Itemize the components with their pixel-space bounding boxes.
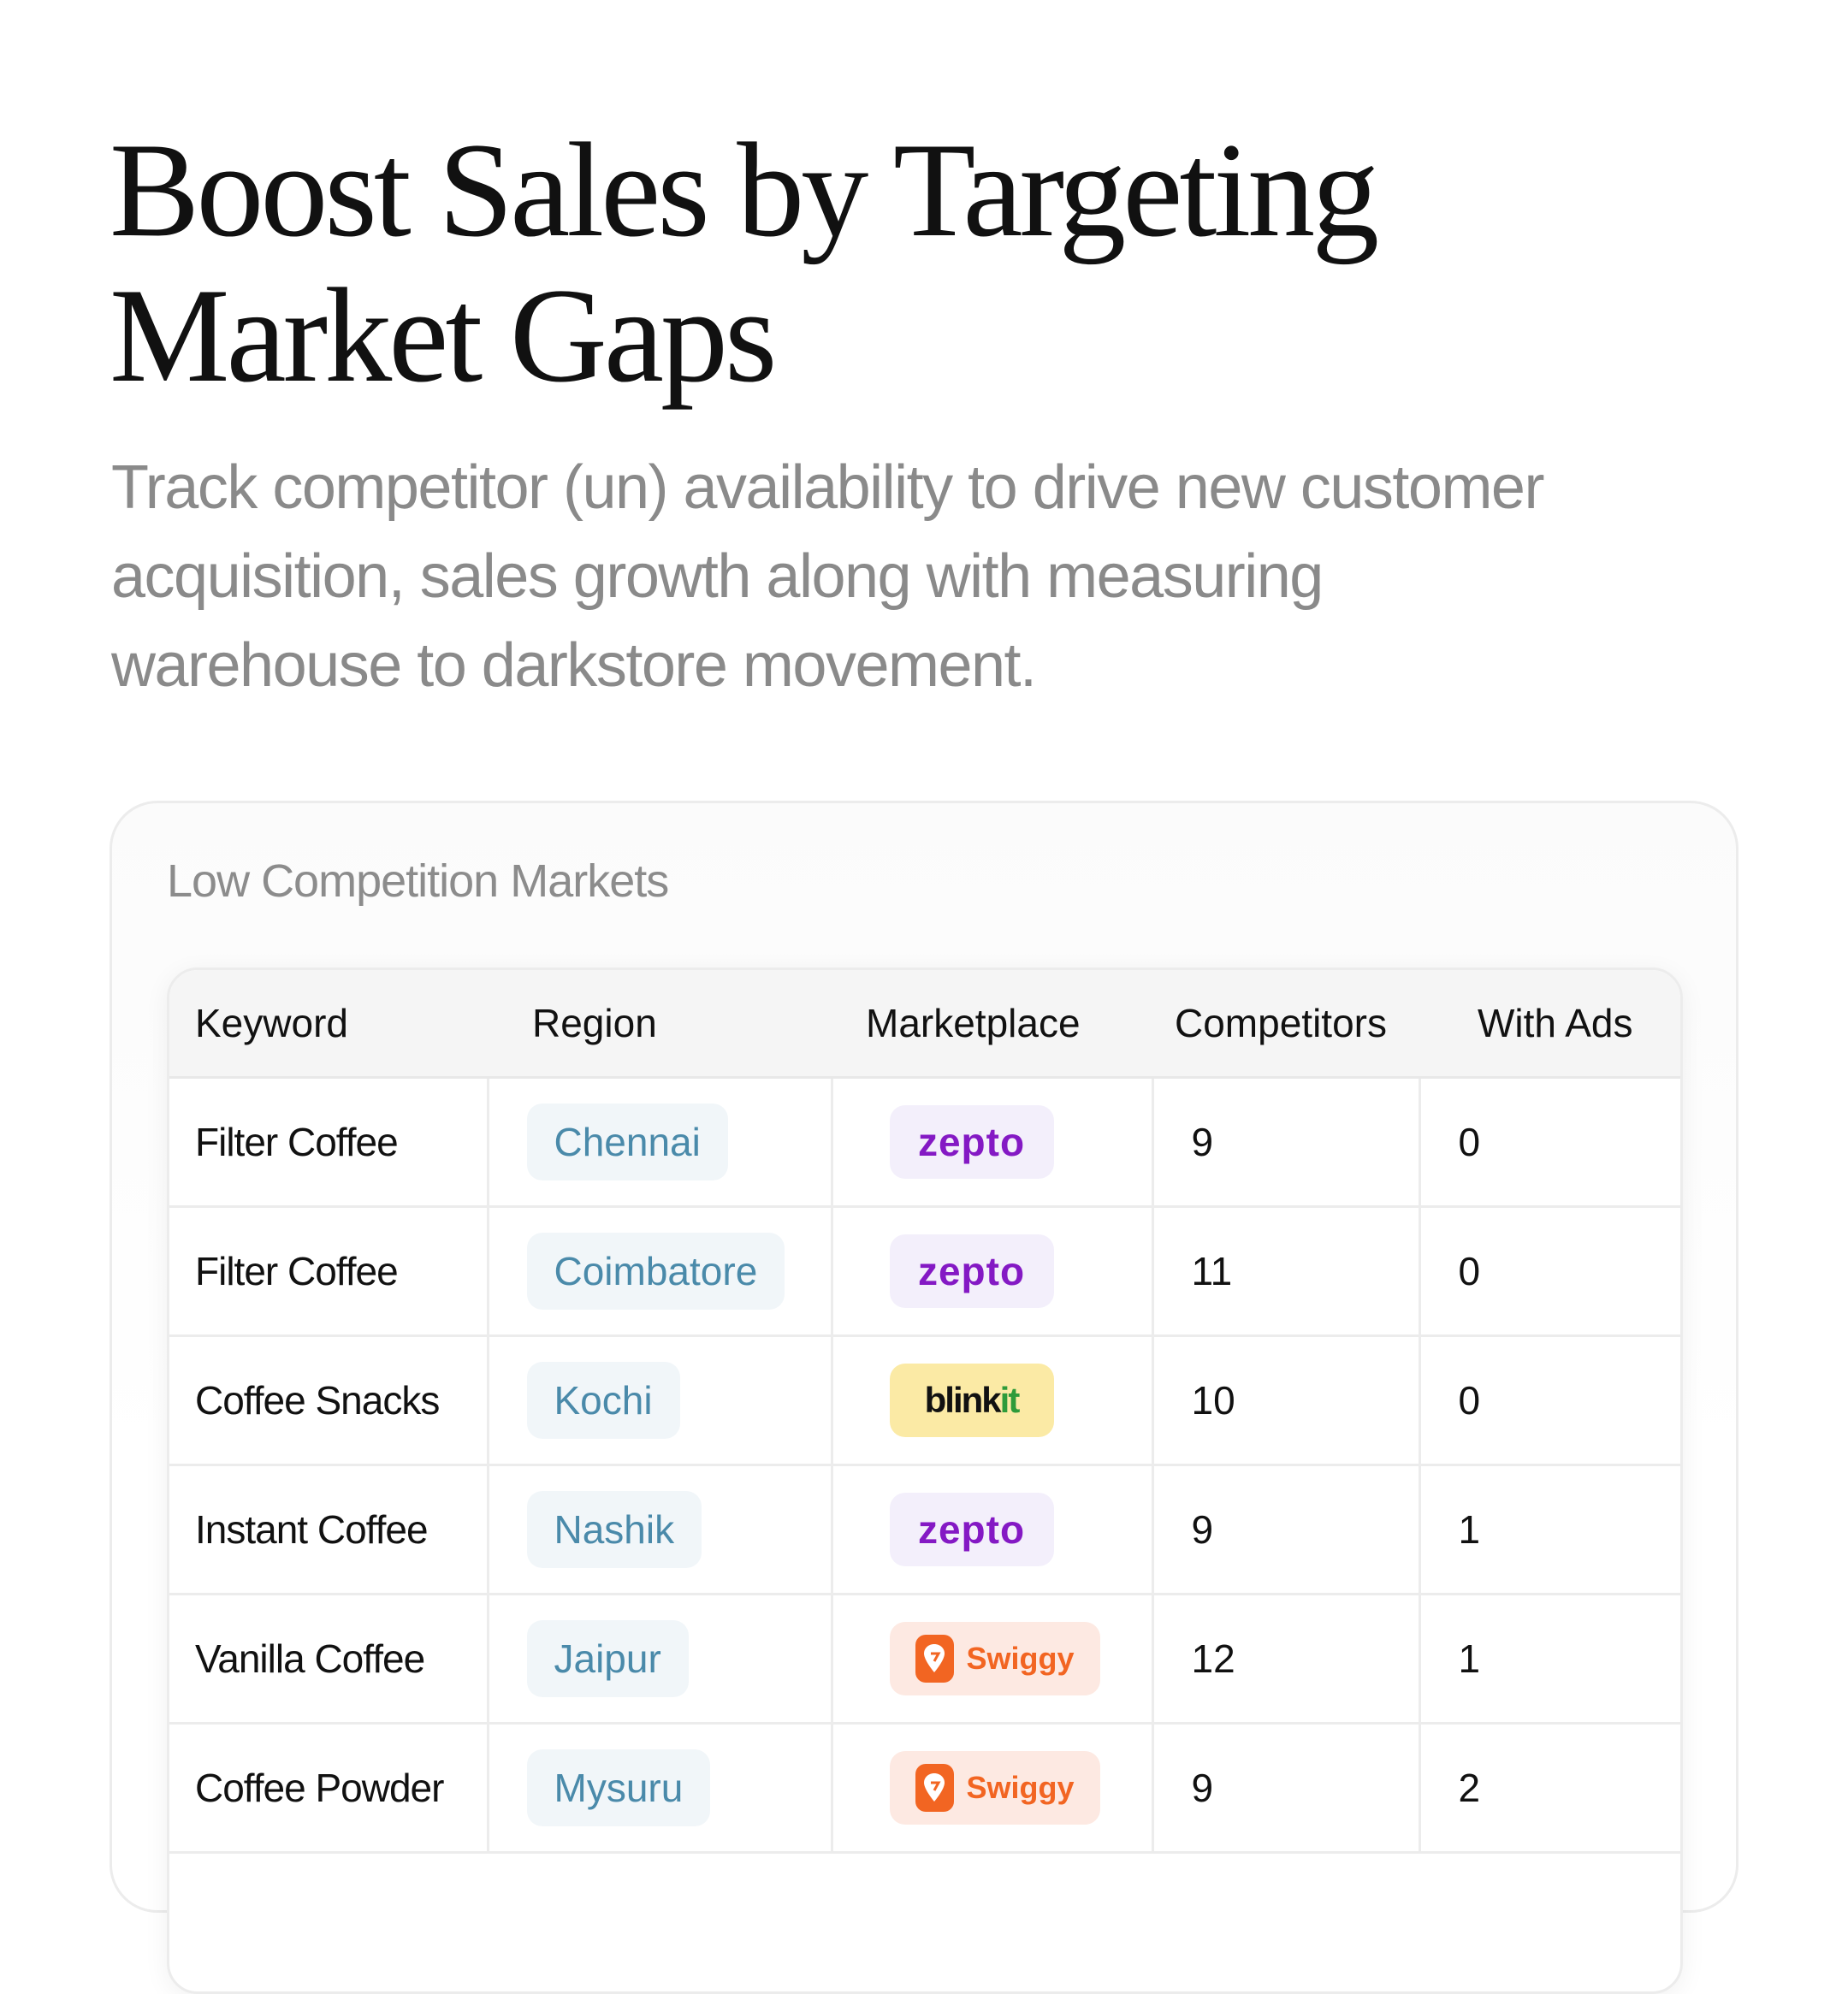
header-region: Region xyxy=(488,970,832,1079)
marketplace-cell: blink it xyxy=(832,1335,1154,1466)
header-with-ads: With Ads xyxy=(1419,970,1680,1079)
with-ads-cell: 1 xyxy=(1419,1464,1680,1595)
swiggy-badge: Swiggy xyxy=(889,1751,1100,1825)
keyword-cell: Instant Coffee xyxy=(169,1464,489,1595)
header-marketplace: Marketplace xyxy=(832,970,1152,1079)
region-badge: Kochi xyxy=(526,1362,680,1439)
keyword-cell: Filter Coffee xyxy=(169,1077,489,1208)
competitors-cell: 9 xyxy=(1152,1077,1421,1208)
region-badge: Jaipur xyxy=(526,1620,689,1697)
blinkit-badge: blink it xyxy=(889,1364,1054,1437)
swiggy-logo-icon xyxy=(915,1764,955,1812)
page-subtitle: Track competitor (un) availability to dr… xyxy=(111,443,1737,710)
marketplace-cell: Swiggy xyxy=(832,1723,1154,1854)
markets-table: Keyword Region Marketplace Competitors W… xyxy=(169,970,1680,1854)
region-cell: Kochi xyxy=(488,1335,833,1466)
table-header-row: Keyword Region Marketplace Competitors W… xyxy=(169,970,1680,1079)
low-competition-card: Low Competition Markets Keyword Region M… xyxy=(110,801,1738,1994)
headline-line-2: Market Gaps xyxy=(110,261,777,411)
subtitle-line-2: acquisition, sales growth along with mea… xyxy=(111,542,1324,611)
zepto-badge: zepto xyxy=(889,1105,1054,1179)
keyword-cell: Filter Coffee xyxy=(169,1206,489,1337)
subtitle-line-3: warehouse to darkstore movement. xyxy=(111,631,1037,700)
competitors-cell: 9 xyxy=(1152,1464,1421,1595)
keyword-cell: Coffee Snacks xyxy=(169,1335,489,1466)
competitors-cell: 9 xyxy=(1152,1723,1421,1854)
region-cell: Mysuru xyxy=(488,1723,833,1854)
region-cell: Jaipur xyxy=(488,1594,833,1725)
with-ads-cell: 0 xyxy=(1419,1335,1680,1466)
marketplace-cell: Swiggy xyxy=(832,1594,1154,1725)
with-ads-cell: 1 xyxy=(1419,1594,1680,1725)
blinkit-wordmark-b: it xyxy=(999,1380,1021,1420)
region-badge: Coimbatore xyxy=(526,1233,785,1310)
swiggy-wordmark: Swiggy xyxy=(966,1770,1075,1805)
subtitle-line-1: Track competitor (un) availability to dr… xyxy=(111,453,1544,522)
region-cell: Coimbatore xyxy=(488,1206,833,1337)
marketplace-cell: zepto xyxy=(832,1077,1154,1208)
swiggy-wordmark: Swiggy xyxy=(966,1641,1075,1676)
marketplace-cell: zepto xyxy=(832,1206,1154,1337)
with-ads-cell: 2 xyxy=(1419,1723,1680,1854)
markets-table-container: Keyword Region Marketplace Competitors W… xyxy=(167,967,1683,1994)
table-row[interactable]: Filter Coffee Coimbatore zepto 11 0 xyxy=(169,1206,1680,1337)
keyword-cell: Coffee Powder xyxy=(169,1723,489,1854)
swiggy-logo-icon xyxy=(915,1635,955,1683)
keyword-cell: Vanilla Coffee xyxy=(169,1594,489,1725)
blinkit-wordmark-a: blink xyxy=(924,1380,1002,1420)
table-row[interactable]: Instant Coffee Nashik zepto 9 1 xyxy=(169,1464,1680,1595)
table-row[interactable]: Coffee Snacks Kochi blink it 10 0 xyxy=(169,1335,1680,1466)
card-title: Low Competition Markets xyxy=(167,855,669,907)
region-badge: Nashik xyxy=(526,1491,702,1568)
region-badge: Mysuru xyxy=(526,1749,711,1826)
headline-line-1: Boost Sales by Targeting xyxy=(110,115,1379,265)
competitors-cell: 11 xyxy=(1152,1206,1421,1337)
table-row[interactable]: Coffee Powder Mysuru Swiggy 9 2 xyxy=(169,1723,1680,1854)
with-ads-cell: 0 xyxy=(1419,1206,1680,1337)
competitors-cell: 10 xyxy=(1152,1335,1421,1466)
table-row[interactable]: Filter Coffee Chennai zepto 9 0 xyxy=(169,1077,1680,1208)
swiggy-badge: Swiggy xyxy=(889,1622,1100,1695)
page-headline: Boost Sales by Targeting Market Gaps xyxy=(110,118,1735,409)
zepto-badge: zepto xyxy=(889,1234,1054,1308)
marketplace-cell: zepto xyxy=(832,1464,1154,1595)
competitors-cell: 12 xyxy=(1152,1594,1421,1725)
region-badge: Chennai xyxy=(526,1104,728,1180)
region-cell: Nashik xyxy=(488,1464,833,1595)
header-keyword: Keyword xyxy=(169,970,488,1079)
region-cell: Chennai xyxy=(488,1077,833,1208)
with-ads-cell: 0 xyxy=(1419,1077,1680,1208)
header-competitors: Competitors xyxy=(1152,970,1419,1079)
table-row[interactable]: Vanilla Coffee Jaipur Swiggy 12 1 xyxy=(169,1594,1680,1725)
zepto-badge: zepto xyxy=(889,1493,1054,1566)
